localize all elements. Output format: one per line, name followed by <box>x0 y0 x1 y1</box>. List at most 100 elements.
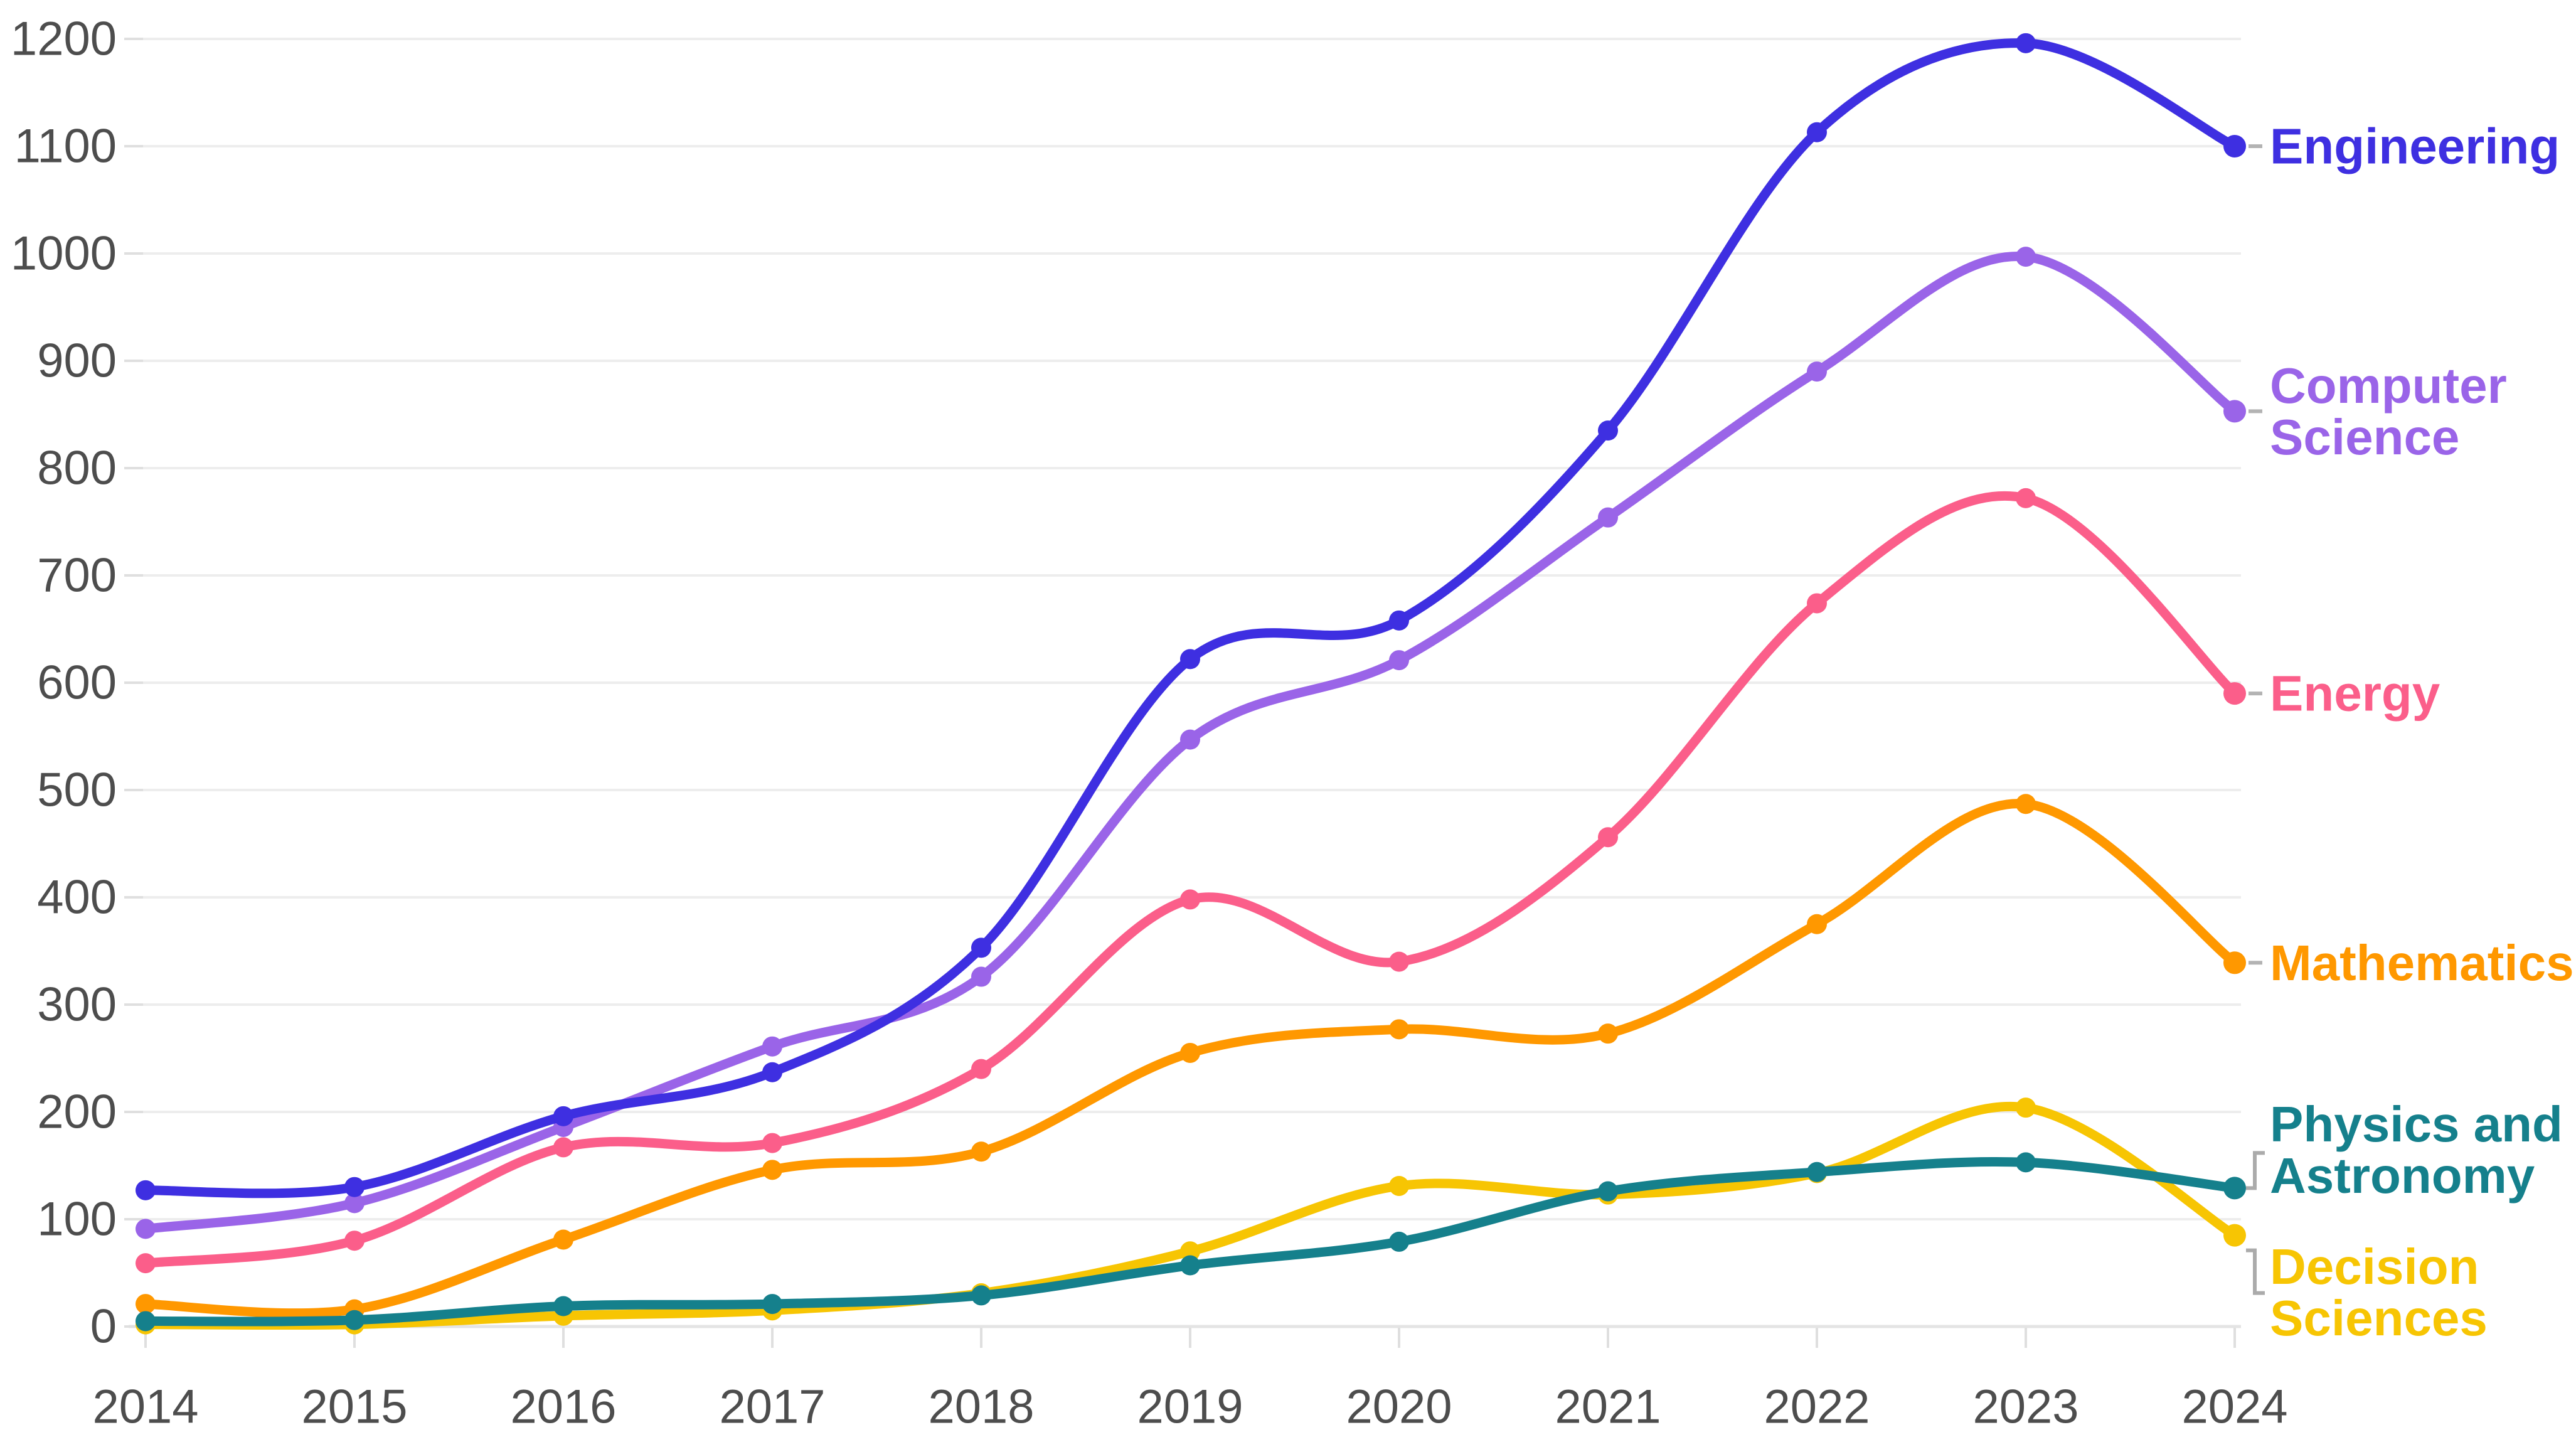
point-computer-science-2014 <box>136 1219 156 1239</box>
point-engineering-2015 <box>344 1177 365 1197</box>
x-tick-label-2015: 2015 <box>301 1380 407 1434</box>
point-computer-science-2021 <box>1598 507 1618 528</box>
point-computer-science-2022 <box>1807 361 1827 382</box>
y-tick-label-800: 800 <box>37 442 117 495</box>
point-physics-and-astronomy-2024 <box>2223 1177 2246 1200</box>
y-tick-label-300: 300 <box>37 978 117 1032</box>
point-computer-science-2017 <box>762 1036 782 1057</box>
point-mathematics-2022 <box>1807 914 1827 934</box>
point-mathematics-2017 <box>762 1160 782 1180</box>
x-tick-label-2021: 2021 <box>1555 1380 1661 1434</box>
point-decision-sciences-2023 <box>2016 1097 2036 1118</box>
series-mathematics <box>136 794 2246 1320</box>
y-axis-labels: 0 100 200 300 400 500 600 700 800 900 1000 1100 1200 <box>11 13 117 1354</box>
y-tick-label-100: 100 <box>37 1193 117 1246</box>
x-tick-label-2017: 2017 <box>719 1380 825 1434</box>
series-label-decision-sciences-line1: Decision <box>2270 1239 2479 1295</box>
series-engineering <box>136 33 2246 1200</box>
series-lines <box>136 33 2246 1335</box>
x-tick-label-2024: 2024 <box>2181 1380 2287 1434</box>
point-energy-2014 <box>136 1253 156 1274</box>
y-tick-label-700: 700 <box>37 549 117 602</box>
point-engineering-2024 <box>2223 135 2246 158</box>
point-energy-2024 <box>2223 682 2246 705</box>
y-tick-label-600: 600 <box>37 656 117 710</box>
point-energy-2018 <box>971 1059 991 1079</box>
line-mathematics <box>141 799 2240 1318</box>
point-engineering-2019 <box>1180 649 1200 670</box>
point-energy-2017 <box>762 1133 782 1153</box>
bracket-connector-decision-sciences <box>2246 1248 2265 1295</box>
point-computer-science-2019 <box>1180 729 1200 750</box>
point-physics-and-astronomy-2015 <box>344 1310 365 1330</box>
point-decision-sciences-2019 <box>1180 1241 1200 1262</box>
x-tick-label-2019: 2019 <box>1137 1380 1243 1434</box>
x-tick-label-2023: 2023 <box>1972 1380 2078 1434</box>
bracket-connector-physics-and-astronomy <box>2246 1151 2265 1190</box>
point-energy-2020 <box>1389 951 1409 972</box>
point-computer-science-2015 <box>344 1193 365 1214</box>
point-mathematics-2018 <box>971 1141 991 1162</box>
point-physics-and-astronomy-2022 <box>1807 1161 1827 1182</box>
y-tick-label-1200: 1200 <box>11 13 117 66</box>
x-axis-labels: 2014 2015 2016 2017 2018 2019 2020 2021 2022 2023… <box>92 1380 2287 1434</box>
y-tick-label-900: 900 <box>37 334 117 388</box>
series-physics-and-astronomy <box>136 1152 2246 1332</box>
point-physics-and-astronomy-2021 <box>1598 1181 1618 1202</box>
series-label-engineering-line1: Engineering <box>2270 119 2560 174</box>
series-label-decision-sciences-line2: Sciences <box>2270 1290 2488 1346</box>
point-physics-and-astronomy-2020 <box>1389 1231 1409 1252</box>
series-computer-science <box>136 247 2246 1239</box>
series-decision-sciences <box>136 1097 2246 1335</box>
point-engineering-2016 <box>553 1106 573 1126</box>
line-computer-science <box>141 252 2240 1234</box>
y-tick-label-400: 400 <box>37 871 117 924</box>
axis-ticks <box>124 38 2236 1348</box>
point-physics-and-astronomy-2014 <box>136 1311 156 1332</box>
point-decision-sciences-2024 <box>2223 1224 2246 1247</box>
y-tick-label-200: 200 <box>37 1086 117 1139</box>
point-physics-and-astronomy-2019 <box>1180 1255 1200 1276</box>
point-decision-sciences-2020 <box>1389 1175 1409 1196</box>
series-label-physics-and-astronomy-line1: Physics and <box>2270 1096 2563 1152</box>
line-engineering <box>141 38 2240 1199</box>
y-tick-label-1000: 1000 <box>11 227 117 280</box>
line-decision-sciences <box>141 1101 2240 1330</box>
y-tick-label-0: 0 <box>90 1300 117 1354</box>
point-mathematics-2014 <box>136 1294 156 1315</box>
point-energy-2022 <box>1807 593 1827 614</box>
point-engineering-2023 <box>2016 33 2036 53</box>
point-engineering-2021 <box>1598 420 1618 441</box>
x-tick-label-2022: 2022 <box>1764 1380 1870 1434</box>
point-computer-science-2020 <box>1389 650 1409 671</box>
y-tick-label-500: 500 <box>37 764 117 817</box>
x-tick-label-2014: 2014 <box>92 1380 198 1434</box>
point-engineering-2014 <box>136 1180 156 1200</box>
point-engineering-2020 <box>1389 610 1409 631</box>
point-computer-science-2023 <box>2016 247 2036 267</box>
series-label-physics-and-astronomy-line2: Astronomy <box>2270 1148 2535 1204</box>
point-engineering-2017 <box>762 1062 782 1082</box>
point-energy-2016 <box>553 1137 573 1158</box>
point-computer-science-2018 <box>971 966 991 987</box>
series-label-mathematics-line1: Mathematics <box>2270 935 2574 991</box>
series-label-computer-science-line2: Science <box>2270 409 2459 465</box>
x-tick-label-2016: 2016 <box>510 1380 616 1434</box>
series-label-computer-science-line1: Computer <box>2270 358 2507 414</box>
label-connectors <box>2246 144 2265 1295</box>
point-mathematics-2020 <box>1389 1019 1409 1040</box>
point-physics-and-astronomy-2023 <box>2016 1152 2036 1173</box>
series-energy <box>136 488 2246 1274</box>
y-tick-label-1100: 1100 <box>14 120 117 173</box>
series-label-energy-line1: Energy <box>2270 666 2440 722</box>
x-tick-label-2018: 2018 <box>928 1380 1034 1434</box>
point-engineering-2018 <box>971 937 991 958</box>
point-computer-science-2024 <box>2223 400 2246 423</box>
point-energy-2021 <box>1598 827 1618 848</box>
point-energy-2015 <box>344 1231 365 1251</box>
point-energy-2023 <box>2016 488 2036 508</box>
point-mathematics-2016 <box>553 1229 573 1250</box>
